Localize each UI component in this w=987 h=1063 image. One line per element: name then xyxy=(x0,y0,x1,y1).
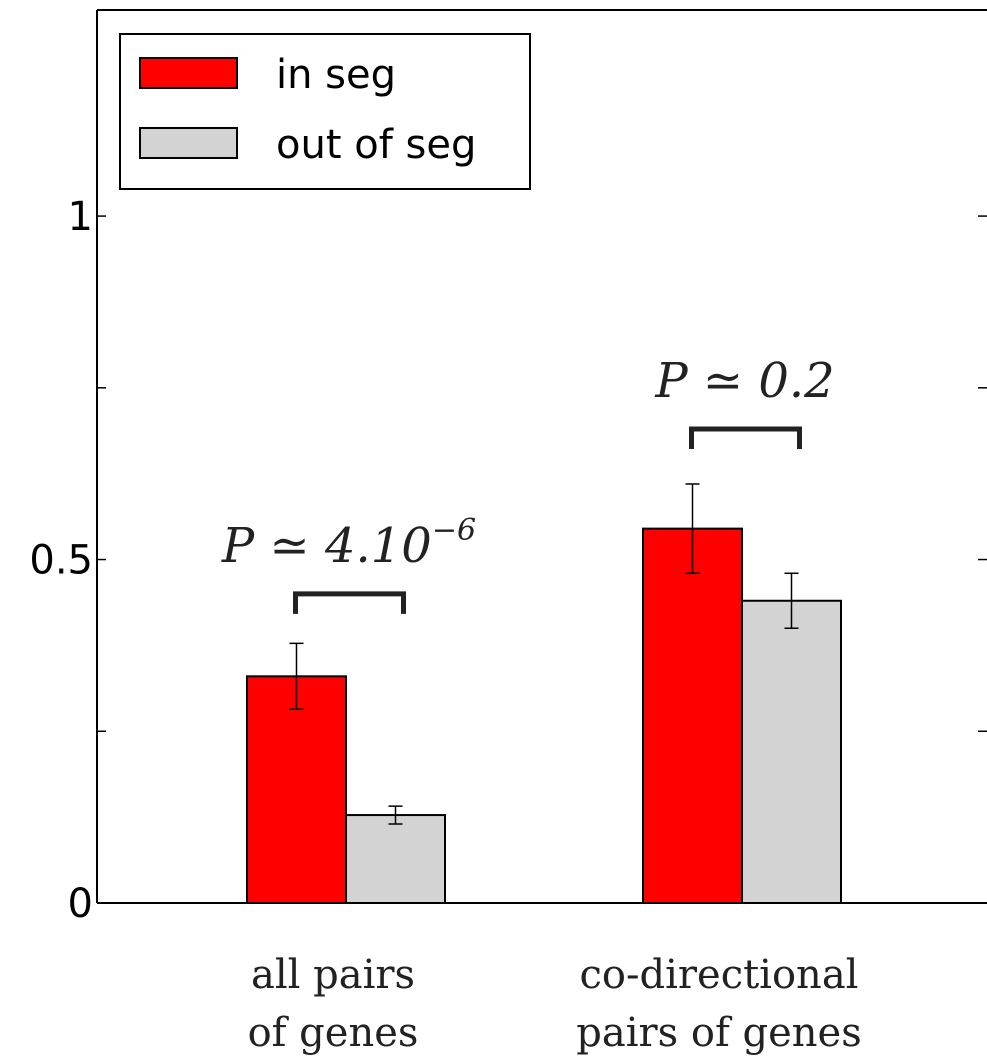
error-bar-group xyxy=(289,483,799,825)
plot-axes: 00.51 xyxy=(29,9,987,927)
bar-group xyxy=(246,527,842,905)
legend-swatch-1 xyxy=(139,127,238,159)
category-label-1-0: co-directional xyxy=(580,952,859,998)
legend: in seg out of seg xyxy=(119,33,531,190)
legend-label-1: out of seg xyxy=(276,122,476,168)
y-tick-label-4: 1 xyxy=(68,194,93,240)
y-tick-label-2: 0.5 xyxy=(29,538,93,584)
p-value-label-0: P ≃ 4.10−6 xyxy=(221,513,476,574)
bar-out-of-seg-1 xyxy=(741,599,842,904)
y-tick-label-0: 0 xyxy=(68,881,93,927)
category-label-0-0: all pairs xyxy=(251,952,415,998)
category-label-1-1: pairs of genes xyxy=(576,1010,861,1056)
significance-annotations: P ≃ 4.10−6 P ≃ 0.2 xyxy=(221,353,835,614)
bar-in-seg-1 xyxy=(642,527,743,905)
category-label-0-1: of genes xyxy=(248,1010,419,1056)
bar-out-of-seg-0 xyxy=(345,814,446,905)
category-labels: all pairs of genes co-directional pairs of … xyxy=(248,952,862,1056)
significance-bracket-0 xyxy=(293,591,406,614)
p-value-label-1: P ≃ 0.2 xyxy=(654,353,834,409)
bar-in-seg-0 xyxy=(246,675,347,904)
legend-label-0: in seg xyxy=(276,52,396,98)
significance-bracket-1 xyxy=(689,426,802,450)
legend-swatch-0 xyxy=(139,57,238,89)
